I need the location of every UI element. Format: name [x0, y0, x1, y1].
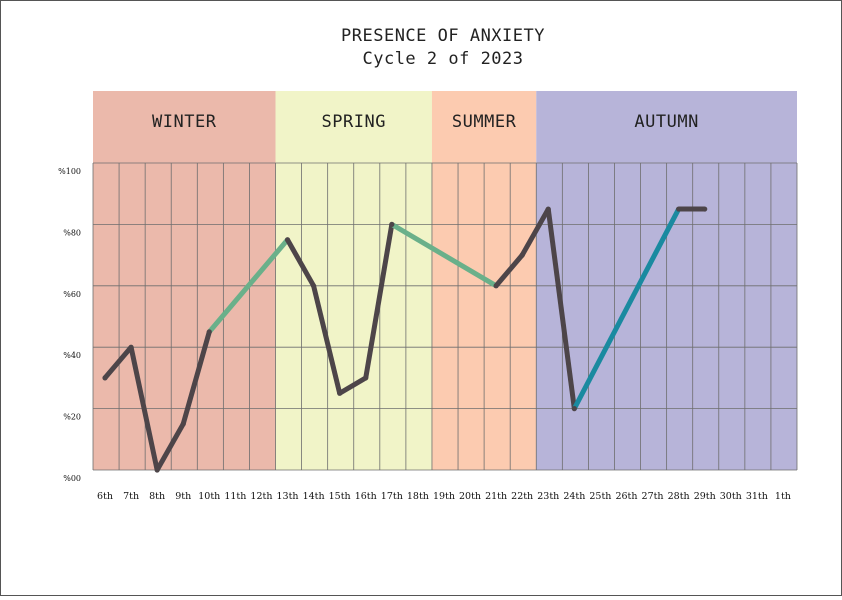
- y-tick-label: %20: [63, 413, 81, 422]
- x-tick-label: 15th: [329, 491, 351, 502]
- data-point-15th: [337, 390, 343, 396]
- line-segment-10th-13th: [207, 238, 290, 334]
- line-segment-8th-9th: [154, 422, 186, 472]
- x-tick-label: 19th: [433, 491, 455, 502]
- line-segment-15th-16th: [338, 375, 368, 396]
- x-tick-label: 31th: [746, 491, 768, 502]
- season-band-winter: [93, 91, 276, 470]
- y-tick-label: %80: [63, 228, 81, 237]
- data-point-16th: [363, 375, 369, 381]
- line-segment-7th-8th: [128, 346, 160, 471]
- data-point-22th: [519, 252, 525, 258]
- x-tick-label: 12th: [250, 491, 272, 502]
- x-axis-ticks: 6th 7th 8th 9th 10th 11th 12th 13th 14th 15th 16th…: [97, 491, 791, 502]
- data-point-7th: [128, 344, 134, 350]
- line-segment-16th-17th: [363, 223, 395, 379]
- line-segment-22th-23th: [520, 207, 551, 257]
- x-tick-label: 9th: [175, 491, 191, 502]
- data-point-8th: [154, 467, 160, 473]
- data-point-13th: [284, 237, 291, 243]
- data-point-23th: [545, 206, 551, 212]
- x-tick-label: 1th: [775, 491, 791, 502]
- x-tick-label: 25th: [589, 491, 611, 502]
- data-point-28th: [676, 206, 682, 212]
- x-tick-label: 29th: [694, 491, 716, 502]
- line-segment-13th-14th: [285, 238, 316, 288]
- y-tick-label: %60: [63, 290, 81, 299]
- season-label-winter: WINTER: [152, 112, 217, 132]
- season-label-autumn: AUTUMN: [634, 112, 698, 132]
- y-tick-label: %100: [58, 167, 81, 176]
- x-tick-label: 14th: [303, 491, 325, 502]
- x-tick-label: 18th: [407, 491, 429, 502]
- x-tick-label: 7th: [123, 491, 139, 502]
- season-label-summer: SUMMER: [452, 112, 517, 132]
- data-point-6th: [102, 375, 108, 381]
- chart-grid: [92, 162, 798, 471]
- x-tick-label: 26th: [615, 491, 637, 502]
- x-tick-label: 23th: [537, 491, 559, 502]
- data-point-29th: [702, 206, 708, 212]
- x-tick-label: 21th: [485, 491, 507, 502]
- x-tick-label: 22th: [511, 491, 533, 502]
- line-segment-23th-24th: [545, 208, 577, 409]
- x-tick-label: 11th: [224, 491, 246, 502]
- line-segment-17th-21th: [390, 222, 498, 288]
- data-point-10th: [206, 329, 212, 335]
- x-tick-label: 8th: [149, 491, 165, 502]
- season-label-spring: SPRING: [322, 112, 386, 132]
- season-bands: WINTER SPRING SUMMER AUTUMN: [93, 91, 797, 470]
- data-lines: [102, 206, 708, 473]
- y-tick-label: %40: [63, 351, 81, 360]
- x-tick-label: 27th: [642, 491, 664, 502]
- y-tick-label: %00: [63, 474, 81, 483]
- line-segment-14th-15th: [311, 285, 343, 394]
- line-segment-6th-7th: [103, 345, 133, 380]
- line-segment-21th-22th: [494, 253, 525, 288]
- x-tick-label: 10th: [198, 491, 220, 502]
- x-tick-label: 20th: [459, 491, 481, 502]
- line-segment-9th-10th: [180, 331, 212, 425]
- x-tick-label: 28th: [668, 491, 690, 502]
- chart-title: PRESENCE OF ANXIETY: [341, 26, 545, 46]
- data-point-21th: [493, 283, 499, 289]
- x-tick-label: 17th: [381, 491, 403, 502]
- chart-subtitle: Cycle 2 of 2023: [362, 49, 523, 69]
- y-axis-ticks: %00 %20 %40 %60 %80 %100: [58, 167, 81, 483]
- data-point-24th: [571, 406, 577, 412]
- data-point-14th: [310, 283, 317, 289]
- x-tick-label: 6th: [97, 491, 113, 502]
- line-segment-24th-28th: [572, 207, 681, 410]
- x-tick-label: 13th: [277, 491, 299, 502]
- x-tick-label: 30th: [720, 491, 742, 502]
- data-point-9th: [180, 421, 186, 427]
- x-tick-label: 24th: [563, 491, 585, 502]
- x-tick-label: 16th: [355, 491, 377, 502]
- data-point-17th: [389, 221, 395, 227]
